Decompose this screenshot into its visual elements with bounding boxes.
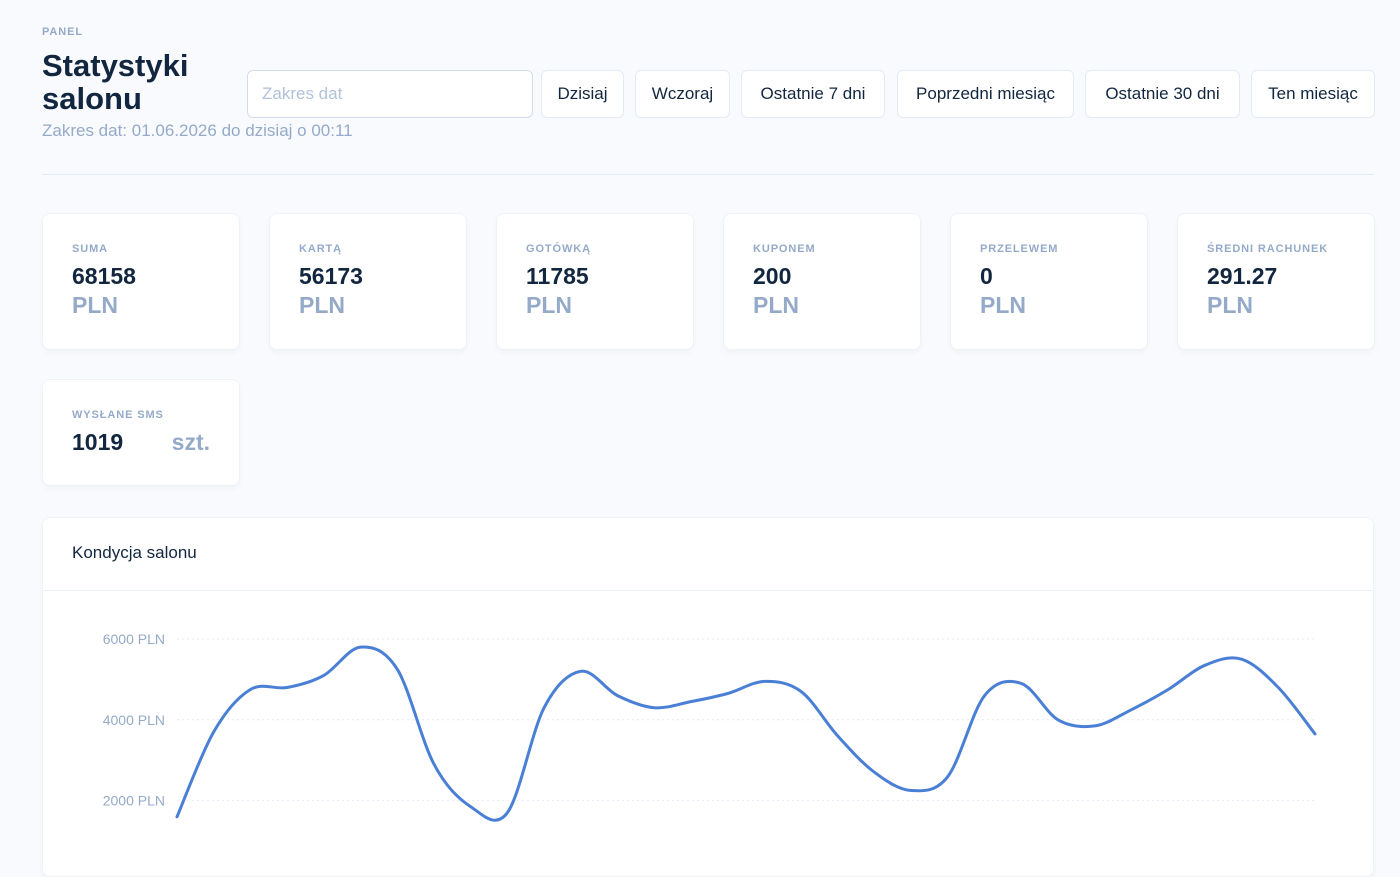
chart-data-point[interactable] <box>871 768 879 776</box>
chart-data-point[interactable] <box>1017 679 1025 687</box>
chart-data-point[interactable] <box>1054 716 1062 724</box>
chart-title: Kondycja salonu <box>72 543 197 562</box>
chart-data-point[interactable] <box>1091 722 1099 730</box>
stat-card-total: SUMA 68158 PLN <box>42 213 240 350</box>
chart-data-point[interactable] <box>1238 655 1246 663</box>
stat-label: GOTÓWKĄ <box>526 243 591 255</box>
stat-card-average-bill: ŚREDNI RACHUNEK 291.27 PLN <box>1177 213 1375 350</box>
chart-data-point[interactable] <box>210 728 218 736</box>
chart-header: Kondycja salonu <box>43 518 1373 591</box>
stat-label: SUMA <box>72 243 108 255</box>
filter-previous-month-button[interactable]: Poprzedni miesiąc <box>897 70 1074 118</box>
chart-data-point[interactable] <box>467 803 475 811</box>
stat-value: 11785 <box>526 263 589 289</box>
filter-this-month-button[interactable]: Ten miesiąc <box>1251 70 1375 118</box>
chart-data-point[interactable] <box>1274 684 1282 692</box>
chart-data-point[interactable] <box>430 760 438 768</box>
chart-data-point[interactable] <box>320 671 328 679</box>
stat-value: 291.27 <box>1207 263 1278 289</box>
chart-data-point[interactable] <box>760 677 768 685</box>
stat-unit: PLN <box>1207 292 1253 318</box>
stat-card-card: KARTĄ 56173 PLN <box>269 213 467 350</box>
chart-data-point[interactable] <box>614 692 622 700</box>
stat-card-cash: GOTÓWKĄ 11785 PLN <box>496 213 694 350</box>
date-range-input[interactable] <box>247 70 533 118</box>
chart-data-point[interactable] <box>246 686 254 694</box>
y-axis-tick-label: 6000 PLN <box>103 631 165 647</box>
stat-unit: PLN <box>980 292 1026 318</box>
stat-label: WYSŁANE SMS <box>72 409 164 421</box>
chart-data-point[interactable] <box>687 698 695 706</box>
chart-data-point[interactable] <box>1201 661 1209 669</box>
chart-data-point[interactable] <box>577 667 585 675</box>
line-chart: 6000 PLN 4000 PLN 2000 PLN <box>103 631 1319 822</box>
stat-label: KARTĄ <box>299 243 342 255</box>
chart-data-point[interactable] <box>503 809 511 817</box>
y-axis-tick-label: 2000 PLN <box>103 793 165 809</box>
stat-card-sms: WYSŁANE SMS 1019 szt. <box>42 379 240 486</box>
stat-label: PRZELEWEM <box>980 243 1059 255</box>
stat-value: 56173 <box>299 263 363 289</box>
stat-unit: PLN <box>299 292 345 318</box>
chart-data-point[interactable] <box>540 704 548 712</box>
chart-data-point[interactable] <box>981 692 989 700</box>
chart-data-point[interactable] <box>834 732 842 740</box>
stat-value: 200 <box>753 263 792 289</box>
chart-data-point[interactable] <box>1164 686 1172 694</box>
chart-data-point[interactable] <box>283 684 291 692</box>
stat-value: 1019 <box>72 429 124 455</box>
stat-unit: szt. <box>171 429 210 455</box>
filter-last-7-days-button[interactable]: Ostatnie 7 dni <box>741 70 885 118</box>
chart-data-point[interactable] <box>797 688 805 696</box>
chart-data-point[interactable] <box>1311 730 1319 738</box>
filter-yesterday-button[interactable]: Wczoraj <box>635 70 730 118</box>
stat-unit: PLN <box>72 292 118 318</box>
header-divider <box>42 174 1374 175</box>
stat-label: ŚREDNI RACHUNEK <box>1207 243 1329 255</box>
filter-today-button[interactable]: Dzisiaj <box>541 70 624 118</box>
page-title: Statystyki salonu <box>42 48 189 116</box>
chart-data-point[interactable] <box>393 665 401 673</box>
chart-data-point[interactable] <box>357 643 365 651</box>
stat-card-transfer: PRZELEWEM 0 PLN <box>950 213 1148 350</box>
page-pretitle: PANEL <box>42 26 83 38</box>
stat-label: KUPONEM <box>753 243 816 255</box>
chart-data-point[interactable] <box>173 813 181 821</box>
chart-data-point[interactable] <box>907 787 915 795</box>
stat-value: 68158 <box>72 263 136 289</box>
chart-data-point[interactable] <box>1128 706 1136 714</box>
y-axis-tick-label: 4000 PLN <box>103 712 165 728</box>
stat-card-coupon: KUPONEM 200 PLN <box>723 213 921 350</box>
stat-unit: PLN <box>753 292 799 318</box>
chart-data-point[interactable] <box>650 704 658 712</box>
filter-last-30-days-button[interactable]: Ostatnie 30 dni <box>1085 70 1240 118</box>
chart-data-point[interactable] <box>724 690 732 698</box>
chart-data-point[interactable] <box>944 772 952 780</box>
chart-series-line <box>175 645 1317 822</box>
stat-value: 0 <box>980 263 993 289</box>
chart-card: Kondycja salonu 6000 PLN 4000 PLN 2000 PLN <box>42 517 1374 877</box>
stat-unit: PLN <box>526 292 572 318</box>
date-range-subtitle: Zakres dat: 01.06.2026 do dzisiaj o 00:1… <box>42 121 353 140</box>
